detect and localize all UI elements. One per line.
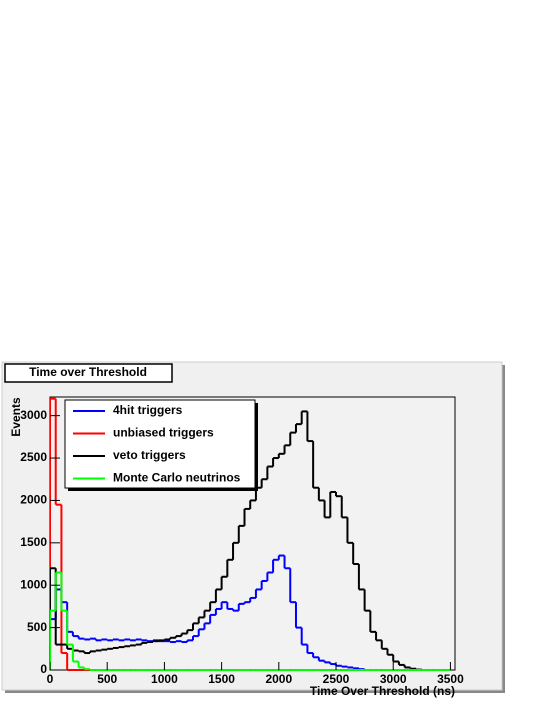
title-box (4, 363, 173, 383)
legend-label: Monte Carlo neutrinos (113, 471, 241, 485)
x-tick-label: 2000 (265, 672, 292, 686)
y-tick-label: 2500 (20, 450, 47, 464)
x-axis-label: Time Over Threshold (ns) (310, 684, 455, 698)
x-tick-label: 3000 (380, 672, 407, 686)
x-tick-label: 500 (97, 672, 117, 686)
x-tick-label: 3500 (437, 672, 464, 686)
y-tick-label: 0 (40, 662, 47, 676)
legend (64, 399, 256, 489)
legend-label: veto triggers (113, 448, 186, 462)
chart-title: Time over Threshold (29, 365, 147, 379)
x-tick-label: 1500 (208, 672, 235, 686)
x-tick-label: 1000 (151, 672, 178, 686)
y-axis-label: Events (9, 397, 23, 437)
y-tick-label: 500 (27, 620, 47, 634)
legend-entries: 4hit triggers unbiased triggers veto trigg… (73, 403, 241, 485)
x-tick-label: 0 (47, 672, 54, 686)
y-tick-label: 1000 (20, 577, 47, 591)
legend-label: unbiased triggers (113, 426, 214, 440)
x-tick-label: 2500 (323, 672, 350, 686)
y-tick-label: 2000 (20, 493, 47, 507)
y-tick-label: 3000 (20, 408, 47, 422)
legend-label: 4hit triggers (113, 403, 183, 417)
y-tick-label: 1500 (20, 535, 47, 549)
